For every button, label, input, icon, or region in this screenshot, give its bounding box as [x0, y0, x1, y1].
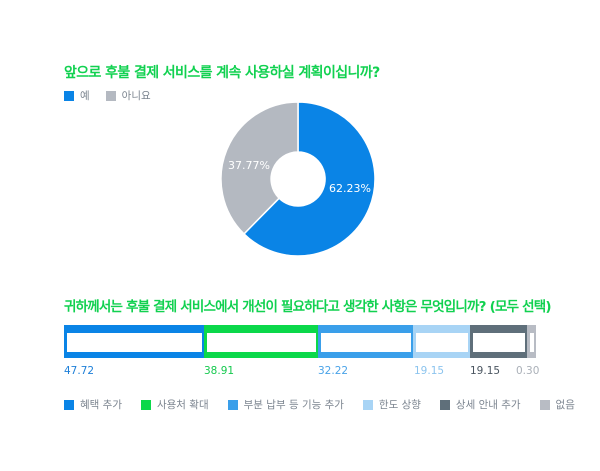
- legend-item-benefit[interactable]: 혜택 추가: [64, 397, 122, 412]
- question-1-legend: 예 아니요: [64, 88, 167, 103]
- question-2-title: 귀하께서는 후불 결제 서비스에서 개선이 필요하다고 생각한 사항은 무엇입니…: [64, 299, 552, 315]
- legend-swatch-icon: [105, 90, 116, 101]
- stacked-bar: [64, 325, 536, 358]
- legend-label: 없음: [555, 399, 575, 411]
- value-label: 0.30: [516, 365, 540, 377]
- legend-label: 부분 납부 등 기능 추가: [243, 399, 344, 411]
- legend-swatch-icon: [140, 399, 151, 410]
- legend-swatch-icon: [539, 399, 550, 410]
- bar-segment-limit[interactable]: [413, 325, 470, 358]
- legend-label: 아니요: [121, 90, 151, 102]
- donut-svg: [220, 101, 376, 257]
- value-label: 19.15: [470, 365, 501, 377]
- bar-segment-usage[interactable]: [204, 325, 318, 358]
- bar-segment-none[interactable]: [527, 325, 536, 358]
- value-label: 38.91: [204, 365, 235, 377]
- question-1-title: 앞으로 후불 결제 서비스를 계속 사용하실 계획이십니까?: [64, 65, 380, 81]
- legend-item-usage[interactable]: 사용처 확대: [140, 397, 209, 412]
- legend-label: 예: [80, 90, 90, 102]
- legend-swatch-icon: [227, 399, 238, 410]
- legend-label: 혜택 추가: [80, 399, 122, 411]
- legend-item-limit[interactable]: 한도 상향: [362, 397, 421, 412]
- legend-item-none[interactable]: 없음: [539, 397, 575, 412]
- bar-segment-benefit[interactable]: [64, 325, 204, 358]
- bar-segment-guide[interactable]: [470, 325, 527, 358]
- legend-swatch-icon: [439, 399, 450, 410]
- donut-label-no: 37.77%: [228, 159, 270, 172]
- legend-swatch-icon: [64, 399, 74, 410]
- legend-label: 상세 안내 추가: [455, 399, 521, 411]
- question-2-legend: 혜택 추가 사용처 확대 부분 납부 등 기능 추가 한도 상향 상세 안내 추…: [64, 397, 594, 412]
- legend-swatch-icon: [64, 90, 74, 101]
- legend-item-partial-payment[interactable]: 부분 납부 등 기능 추가: [227, 397, 344, 412]
- donut-label-yes: 62.23%: [329, 182, 371, 195]
- legend-label: 한도 상향: [378, 399, 421, 411]
- legend-item-guide[interactable]: 상세 안내 추가: [439, 397, 521, 412]
- legend-item-no[interactable]: 아니요: [105, 88, 151, 103]
- donut-slice-yes[interactable]: [242, 101, 376, 257]
- value-label: 47.72: [64, 365, 95, 377]
- value-label: 19.15: [414, 365, 445, 377]
- value-label: 32.22: [318, 365, 349, 377]
- legend-label: 사용처 확대: [156, 399, 209, 411]
- donut-chart: 62.23% 37.77%: [220, 101, 376, 257]
- bar-segment-partial-payment[interactable]: [318, 325, 413, 358]
- legend-item-yes[interactable]: 예: [64, 88, 90, 103]
- donut-slice-no[interactable]: [220, 101, 299, 235]
- legend-swatch-icon: [362, 399, 373, 410]
